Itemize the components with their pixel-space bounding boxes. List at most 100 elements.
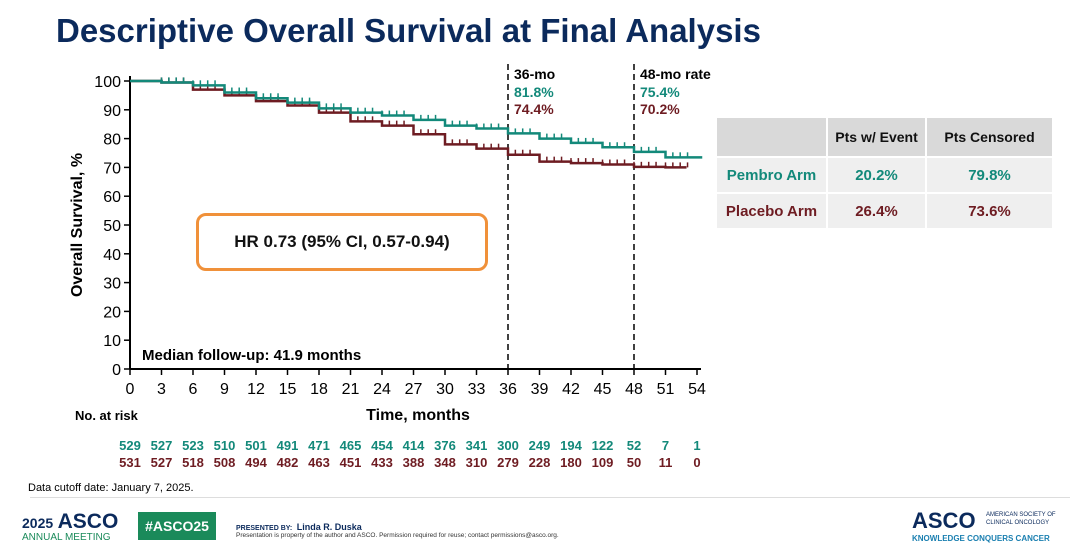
at-risk-pembro: 523 xyxy=(182,438,204,453)
x-tick-label: 33 xyxy=(468,381,486,398)
logo-sub2: CLINICAL ONCOLOGY xyxy=(986,520,1050,526)
x-tick-label: 12 xyxy=(247,381,265,398)
at-risk-pembro: 376 xyxy=(434,438,456,453)
at-risk-placebo: 527 xyxy=(151,455,173,470)
at-risk-pembro: 341 xyxy=(466,438,488,453)
at-risk-placebo: 11 xyxy=(659,455,673,470)
at-risk-pembro: 1 xyxy=(693,438,700,453)
at-risk-pembro: 501 xyxy=(245,438,267,453)
hazard-ratio-box: HR 0.73 (95% CI, 0.57-0.94) xyxy=(196,213,488,271)
y-tick-label: 0 xyxy=(112,362,121,379)
x-tick-label: 42 xyxy=(562,381,580,398)
at-risk-placebo: 180 xyxy=(560,455,582,470)
at-risk-placebo: 50 xyxy=(627,455,641,470)
asco-logo-subtitle: AMERICAN SOCIETY OF CLINICAL ONCOLOGY xyxy=(986,511,1056,527)
at-risk-placebo: 388 xyxy=(403,455,425,470)
y-tick-label: 50 xyxy=(103,218,121,235)
table-header-censored: Pts Censored xyxy=(927,118,1052,156)
event-pct: 20.2% xyxy=(828,158,925,192)
x-tick-label: 54 xyxy=(688,381,706,398)
x-tick-label: 0 xyxy=(126,381,135,398)
censored-pct: 79.8% xyxy=(927,158,1052,192)
at-risk-pembro: 194 xyxy=(560,438,582,453)
y-tick-label: 80 xyxy=(103,132,121,149)
x-tick-label: 24 xyxy=(373,381,391,398)
x-tick-label: 30 xyxy=(436,381,454,398)
at-risk-pembro: 122 xyxy=(592,438,614,453)
x-tick-label: 21 xyxy=(342,381,360,398)
presenter-name: Linda R. Duska xyxy=(296,522,362,532)
reference-label: 48-mo rate xyxy=(640,66,711,82)
at-risk-placebo: 348 xyxy=(434,455,456,470)
x-tick-label: 18 xyxy=(310,381,328,398)
x-tick-label: 27 xyxy=(405,381,423,398)
at-risk-placebo: 228 xyxy=(529,455,551,470)
logo-sub1: AMERICAN SOCIETY OF xyxy=(986,512,1056,518)
reference-rate: 75.4% xyxy=(640,84,680,100)
table-header-blank xyxy=(717,118,826,156)
y-axis-label: Overall Survival, % xyxy=(69,153,86,297)
at-risk-placebo: 310 xyxy=(466,455,488,470)
table-row-pembro: Pembro Arm 20.2% 79.8% xyxy=(717,158,1052,192)
at-risk-placebo: 0 xyxy=(693,455,700,470)
y-tick-label: 30 xyxy=(103,276,121,293)
arm-label: Placebo Arm xyxy=(717,194,826,228)
events-table: Pts w/ Event Pts Censored Pembro Arm 20.… xyxy=(715,116,1054,230)
y-tick-label: 70 xyxy=(103,160,121,177)
x-tick-label: 39 xyxy=(531,381,549,398)
y-tick-label: 100 xyxy=(94,74,121,91)
meeting-org: ASCO xyxy=(57,510,119,533)
at-risk-pembro: 52 xyxy=(627,438,641,453)
y-tick-label: 20 xyxy=(103,304,121,321)
asco-tagline: KNOWLEDGE CONQUERS CANCER xyxy=(912,534,1050,543)
event-pct: 26.4% xyxy=(828,194,925,228)
at-risk-pembro: 414 xyxy=(403,438,425,453)
presenter-line: PRESENTED BY: Linda R. Duska xyxy=(236,517,362,535)
at-risk-pembro: 527 xyxy=(151,438,173,453)
at-risk-placebo: 508 xyxy=(214,455,236,470)
median-followup: Median follow-up: 41.9 months xyxy=(142,347,361,364)
at-risk-placebo: 109 xyxy=(592,455,614,470)
at-risk-pembro: 300 xyxy=(497,438,519,453)
hashtag-badge: #ASCO25 xyxy=(138,512,216,540)
x-tick-label: 3 xyxy=(157,381,166,398)
at-risk-pembro: 471 xyxy=(308,438,330,453)
reference-rate: 70.2% xyxy=(640,101,680,117)
at-risk-pembro: 465 xyxy=(340,438,362,453)
at-risk-placebo: 494 xyxy=(245,455,267,470)
x-tick-label: 36 xyxy=(499,381,517,398)
meeting-year: 2025 xyxy=(22,515,54,531)
at-risk-placebo: 463 xyxy=(308,455,330,470)
meeting-sub: ANNUAL MEETING xyxy=(22,532,111,543)
reference-rate: 81.8% xyxy=(514,84,554,100)
at-risk-placebo: 482 xyxy=(277,455,299,470)
censored-pct: 73.6% xyxy=(927,194,1052,228)
asco-meeting-logo: 2025 ASCO xyxy=(22,510,118,534)
presented-by-label: PRESENTED BY: xyxy=(236,525,293,532)
y-tick-label: 90 xyxy=(103,103,121,120)
at-risk-label: No. at risk xyxy=(75,408,139,423)
x-tick-label: 9 xyxy=(220,381,229,398)
x-tick-label: 45 xyxy=(594,381,612,398)
y-tick-label: 60 xyxy=(103,189,121,206)
at-risk-pembro: 510 xyxy=(214,438,236,453)
at-risk-pembro: 7 xyxy=(662,438,669,453)
at-risk-pembro: 529 xyxy=(119,438,141,453)
data-cutoff-note: Data cutoff date: January 7, 2025. xyxy=(28,482,194,494)
reference-label: 36-mo xyxy=(514,66,555,82)
x-axis-label: Time, months xyxy=(366,407,470,424)
table-header-event: Pts w/ Event xyxy=(828,118,925,156)
y-tick-label: 10 xyxy=(103,333,121,350)
arm-label: Pembro Arm xyxy=(717,158,826,192)
at-risk-pembro: 249 xyxy=(529,438,551,453)
km-curve-placebo xyxy=(130,79,687,169)
table-row-placebo: Placebo Arm 26.4% 73.6% xyxy=(717,194,1052,228)
x-tick-label: 48 xyxy=(625,381,643,398)
at-risk-placebo: 433 xyxy=(371,455,393,470)
asco-logo: ASCO xyxy=(912,508,976,533)
at-risk-placebo: 518 xyxy=(182,455,204,470)
disclaimer: Presentation is property of the author a… xyxy=(236,532,559,539)
y-tick-label: 40 xyxy=(103,247,121,264)
at-risk-placebo: 531 xyxy=(119,455,141,470)
slide-title: Descriptive Overall Survival at Final An… xyxy=(56,12,761,49)
